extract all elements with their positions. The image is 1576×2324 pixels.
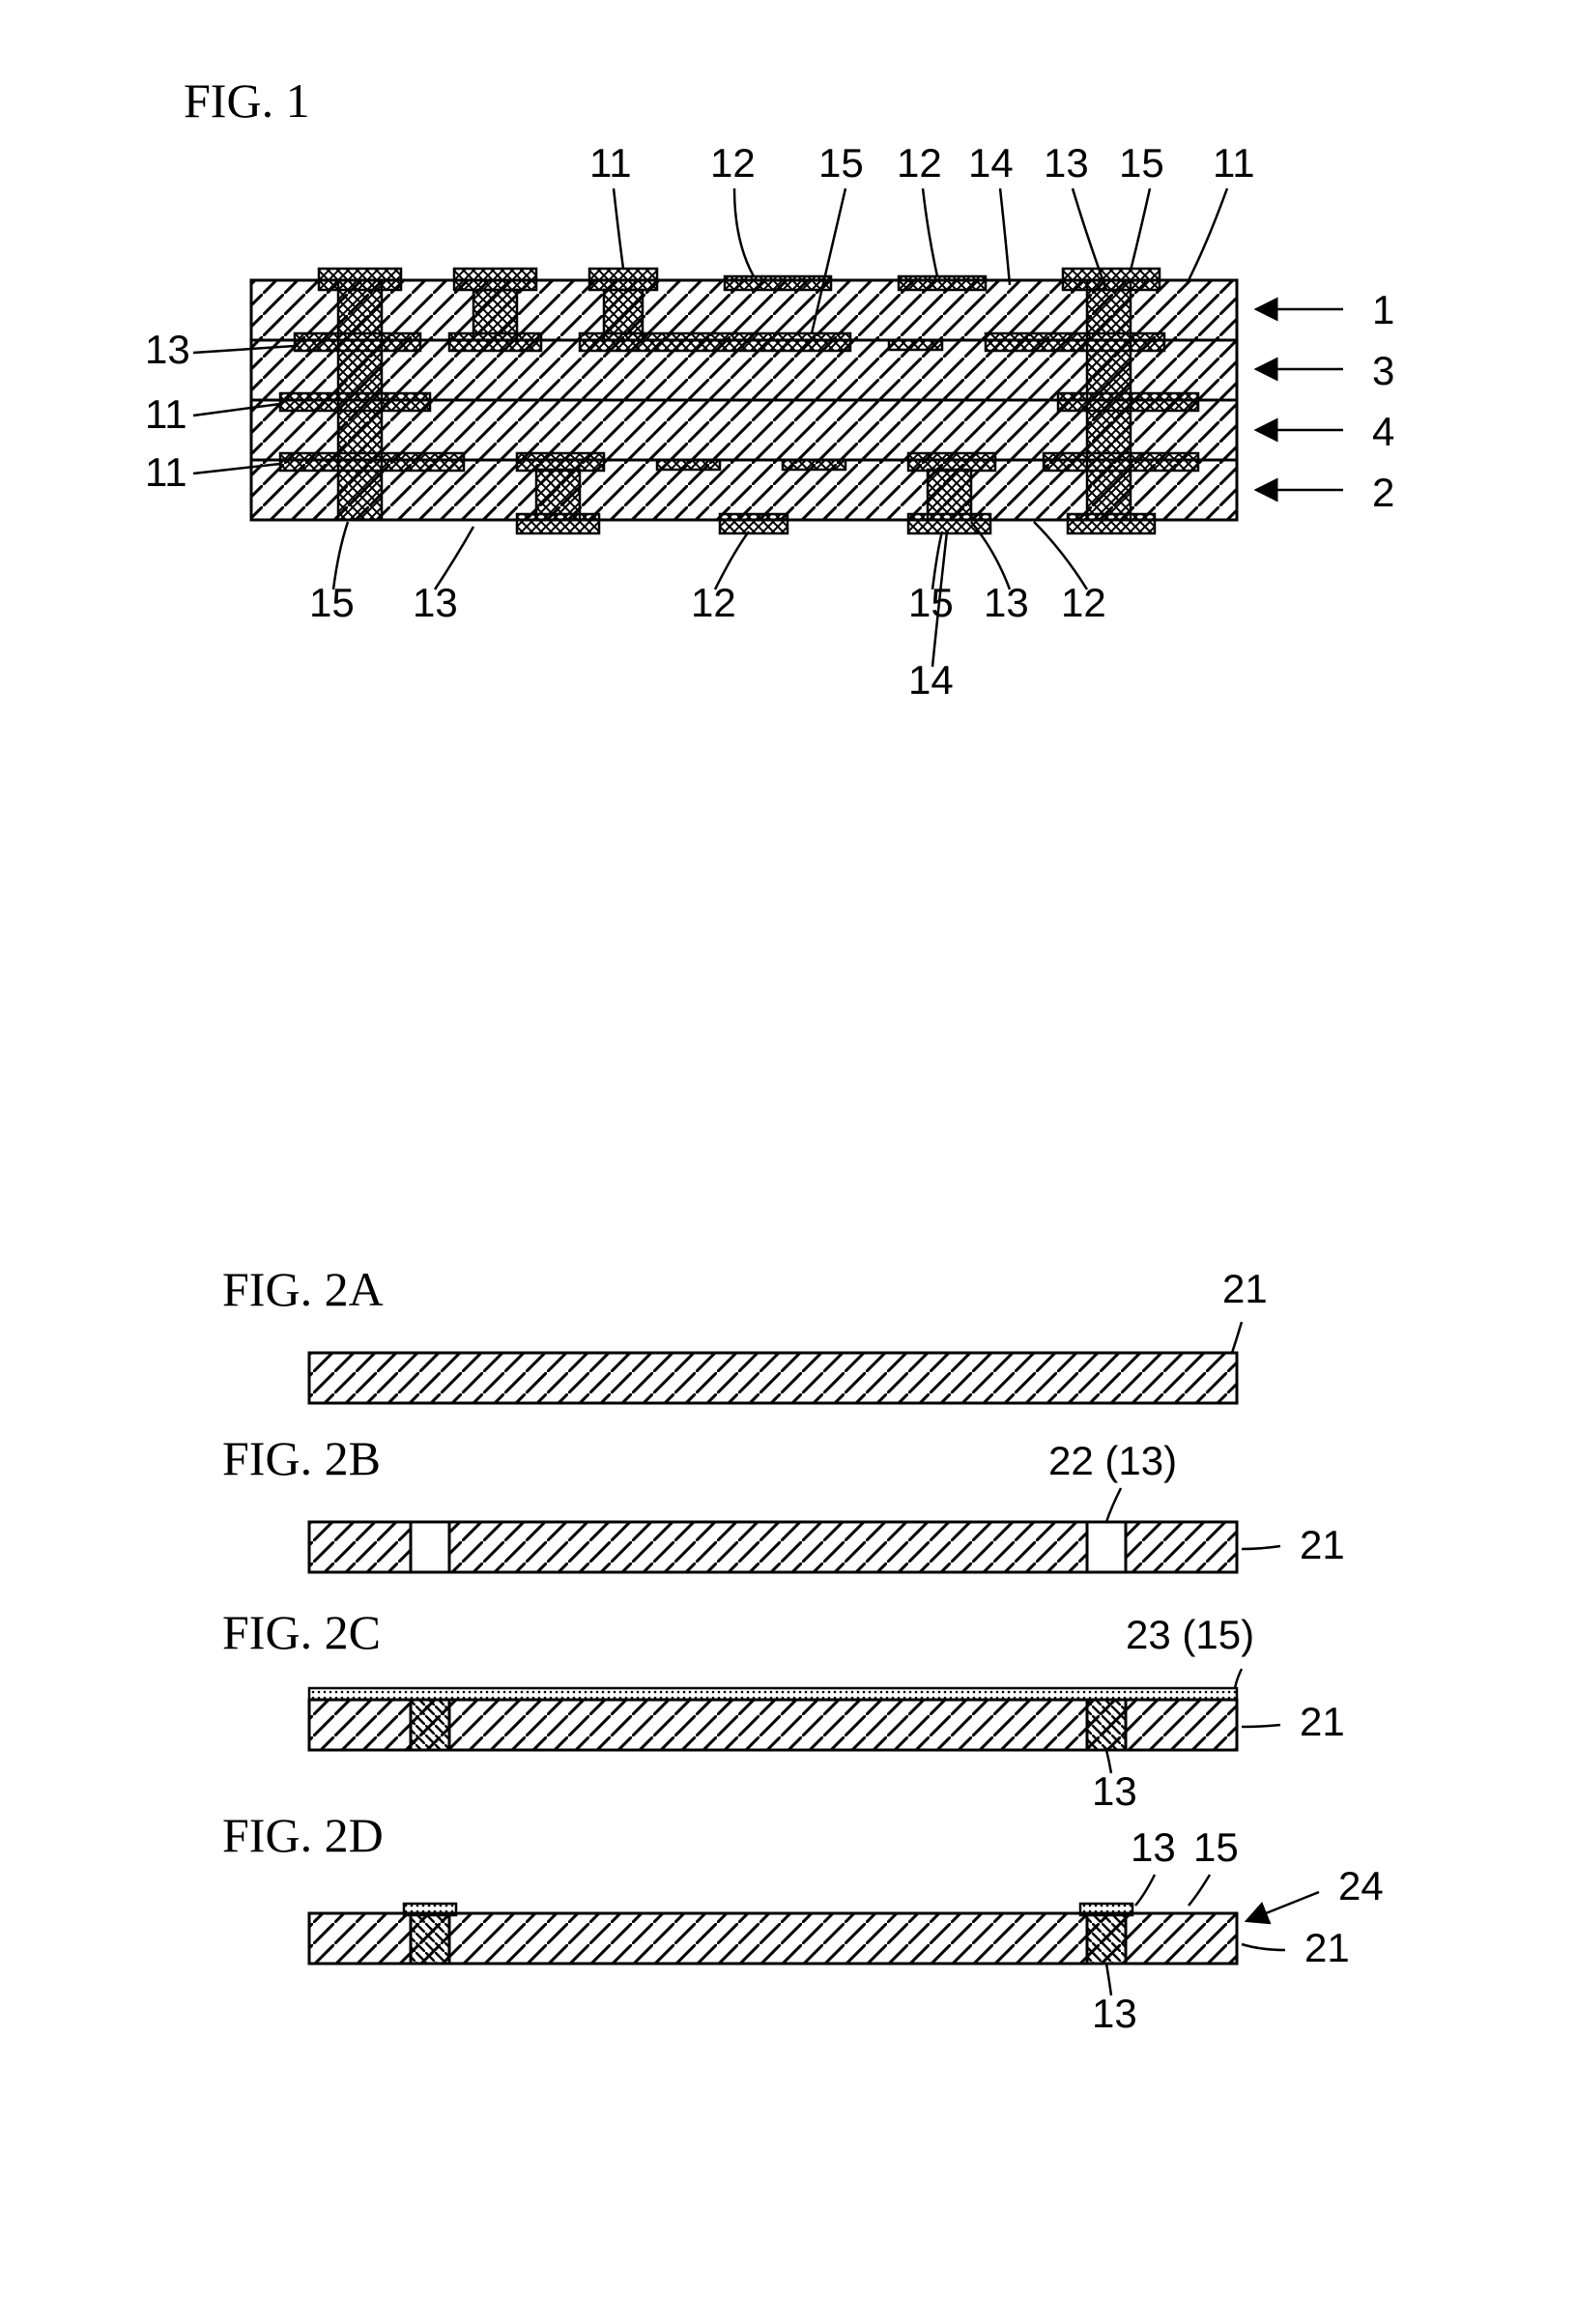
fig1-right-2: 2 bbox=[1372, 470, 1394, 516]
fig1-right-4: 4 bbox=[1372, 409, 1394, 455]
fig1-top-15: 15 bbox=[818, 140, 864, 186]
fig1-bot-13b: 13 bbox=[984, 580, 1029, 626]
fig1-bot-12: 12 bbox=[691, 580, 736, 626]
fig1-top-13: 13 bbox=[1044, 140, 1089, 186]
fig1-bot-12b: 12 bbox=[1061, 580, 1106, 626]
fig1-bot-13: 13 bbox=[413, 580, 458, 626]
fig2d-svg bbox=[271, 1817, 1430, 2029]
fig1-left-11: 11 bbox=[145, 391, 187, 438]
fig2c-svg bbox=[271, 1609, 1430, 1783]
fig2c-23: 23 (15) bbox=[1126, 1612, 1254, 1658]
fig1-top-15b: 15 bbox=[1119, 140, 1164, 186]
fig1-bot-14: 14 bbox=[908, 657, 954, 703]
fig1-top-11: 11 bbox=[589, 140, 632, 186]
fig1-top-14: 14 bbox=[968, 140, 1014, 186]
fig1-bot-15: 15 bbox=[309, 580, 355, 626]
fig1-left-13: 13 bbox=[145, 327, 190, 373]
fig2d-13: 13 bbox=[1092, 1991, 1137, 2037]
fig1-right-1: 1 bbox=[1372, 287, 1394, 333]
fig2b-21: 21 bbox=[1300, 1522, 1345, 1568]
fig2d-13top: 13 bbox=[1131, 1824, 1176, 1871]
fig2d-21: 21 bbox=[1304, 1925, 1350, 1971]
page: FIG. 1 bbox=[0, 0, 1576, 2324]
fig1-top-11b: 11 bbox=[1213, 140, 1255, 186]
fig1-bot-15b: 15 bbox=[908, 580, 954, 626]
fig2b-svg bbox=[271, 1435, 1430, 1590]
fig2c-13: 13 bbox=[1092, 1768, 1137, 1815]
fig1-top-12: 12 bbox=[710, 140, 756, 186]
fig2c-21: 21 bbox=[1300, 1699, 1345, 1745]
fig2a-21: 21 bbox=[1222, 1266, 1268, 1312]
fig1-label: FIG. 1 bbox=[184, 72, 310, 129]
fig1-left-11b: 11 bbox=[145, 449, 187, 496]
fig2d-24: 24 bbox=[1338, 1863, 1384, 1909]
fig2b-22: 22 (13) bbox=[1048, 1438, 1177, 1484]
fig1-right-3: 3 bbox=[1372, 348, 1394, 394]
fig1-top-12b: 12 bbox=[897, 140, 942, 186]
fig2d-15: 15 bbox=[1193, 1824, 1239, 1871]
